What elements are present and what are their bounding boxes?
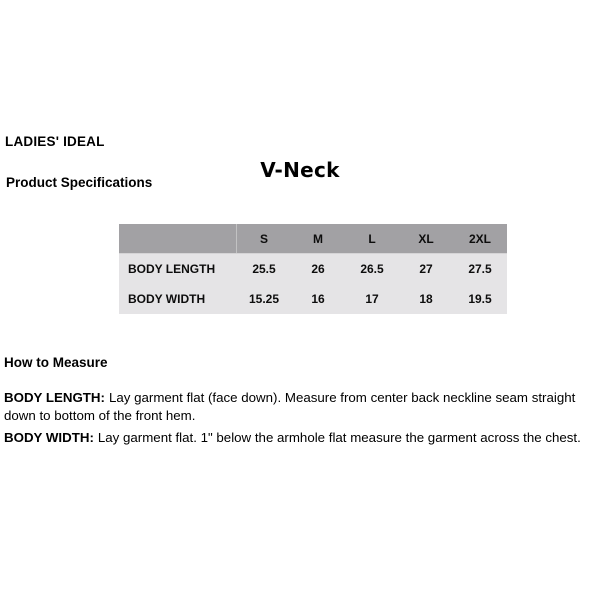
table-row-body-length: BODY LENGTH 25.5 26 26.5 27 27.5 bbox=[119, 254, 507, 284]
spec-table: S M L XL 2XL BODY LENGTH 25.5 26 26.5 27… bbox=[119, 224, 507, 314]
body-length-instruction: BODY LENGTH: Lay garment flat (face down)… bbox=[4, 389, 593, 424]
body-length-value-m: 26 bbox=[311, 262, 325, 276]
table-row-body-width: BODY WIDTH 15.25 16 17 18 19.5 bbox=[119, 284, 507, 314]
body-width-value-l: 17 bbox=[365, 292, 379, 306]
product-title: V-Neck bbox=[260, 158, 340, 182]
brand-title: LADIES' IDEAL bbox=[5, 134, 105, 149]
body-length-value-l: 26.5 bbox=[360, 262, 384, 276]
body-width-instruction: BODY WIDTH: Lay garment flat. 1" below th… bbox=[4, 429, 593, 447]
row-label-body-width: BODY WIDTH bbox=[128, 292, 206, 306]
size-column-header-m: M bbox=[313, 231, 323, 246]
size-column-header-xl: XL bbox=[418, 231, 434, 246]
how-to-measure-heading: How to Measure bbox=[4, 355, 108, 370]
body-width-term: BODY WIDTH: bbox=[4, 430, 94, 445]
body-length-value-s: 25.5 bbox=[252, 262, 276, 276]
spec-table-header-row: S M L XL 2XL bbox=[119, 224, 507, 254]
body-length-term: BODY LENGTH: bbox=[4, 390, 105, 405]
body-length-value-2xl: 27.5 bbox=[468, 262, 492, 276]
size-column-header-s: S bbox=[259, 231, 268, 246]
body-length-value-xl: 27 bbox=[419, 262, 433, 276]
measure-instructions: BODY LENGTH: Lay garment flat (face down)… bbox=[4, 389, 593, 452]
body-width-value-xl: 18 bbox=[419, 292, 433, 306]
body-width-value-2xl: 19.5 bbox=[468, 292, 492, 306]
body-width-value-s: 15.25 bbox=[248, 292, 280, 306]
spec-table-corner-cell bbox=[119, 224, 237, 253]
body-length-text: Lay garment flat (face down). Measure fr… bbox=[4, 390, 576, 423]
size-column-header-2xl: 2XL bbox=[468, 231, 491, 246]
body-width-value-m: 16 bbox=[311, 292, 325, 306]
body-width-text: Lay garment flat. 1" below the armhole f… bbox=[97, 430, 581, 445]
row-label-body-length: BODY LENGTH bbox=[128, 262, 216, 276]
section-title: Product Specifications bbox=[6, 175, 153, 190]
size-column-header-l: L bbox=[368, 231, 376, 246]
